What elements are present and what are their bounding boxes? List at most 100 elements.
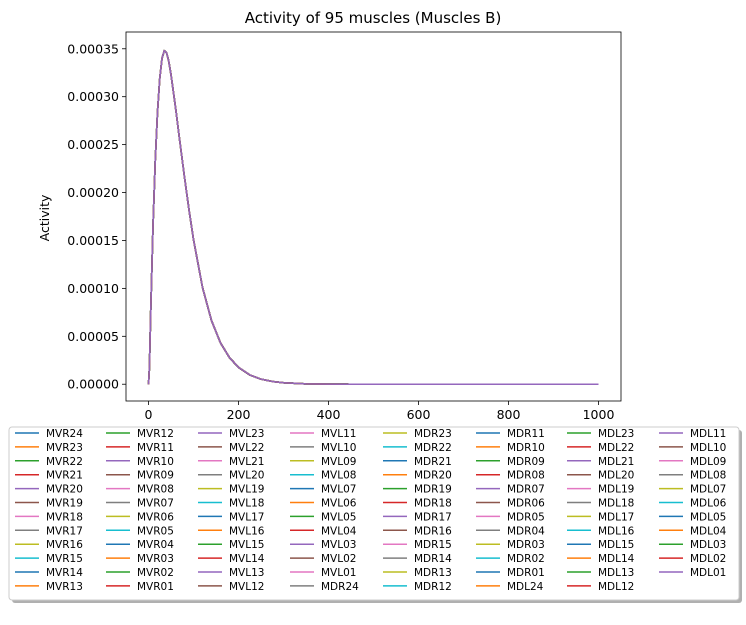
series-line-mvl04 <box>147 49 599 385</box>
legend-box <box>8 426 740 601</box>
y-tick-label: 0.00015 <box>67 233 119 248</box>
legend-label: MVR08 <box>137 484 174 496</box>
legend-label: MVL19 <box>229 484 264 496</box>
legend-label: MDL09 <box>690 456 726 468</box>
legend-label: MVR13 <box>46 581 83 593</box>
series-line-mdl15 <box>147 49 599 385</box>
legend-label: MDL06 <box>690 498 727 510</box>
legend-label: MVL04 <box>321 525 357 537</box>
series-line-mvl22 <box>147 49 599 385</box>
series-line-mvl05 <box>147 49 599 385</box>
legend-label: MDR05 <box>507 511 545 523</box>
series-line-mdl22 <box>147 49 599 385</box>
legend-label: MVL20 <box>229 470 264 482</box>
legend-label: MVL13 <box>229 567 264 579</box>
series-line-mdl18 <box>147 49 599 385</box>
legend-label: MVL09 <box>321 456 356 468</box>
series-line-mdr19 <box>147 49 599 385</box>
legend-label: MDR11 <box>507 428 545 440</box>
legend-label: MDR04 <box>507 525 545 537</box>
legend-label: MVR10 <box>137 456 174 468</box>
legend-label: MDR18 <box>414 498 452 510</box>
legend-label: MDL20 <box>598 470 634 482</box>
legend-label: MVR12 <box>137 428 174 440</box>
legend-label: MDL22 <box>598 442 634 454</box>
x-tick-label: 800 <box>497 407 521 422</box>
series-line-mvl11 <box>147 49 599 385</box>
plot-area <box>147 49 599 385</box>
series-line-mvl02 <box>147 49 599 385</box>
series-line-mdl08 <box>147 49 599 385</box>
series-line-mvl15 <box>147 49 599 385</box>
legend-label: MVL18 <box>229 498 264 510</box>
series-line-mvl13 <box>147 49 599 385</box>
series-line-mdr16 <box>147 49 599 385</box>
legend-label: MVR06 <box>137 511 174 523</box>
legend-label: MDL10 <box>690 442 726 454</box>
series-line-mdr24 <box>147 49 599 385</box>
axes: 0 200 400 600 800 1000 0.00000 0.00005 0.00010 0.… <box>67 31 622 422</box>
legend-label: MDL11 <box>690 428 726 440</box>
series-line-mvl16 <box>147 49 599 385</box>
series-line-mdl05 <box>147 49 599 385</box>
legend-label: MDR07 <box>507 484 545 496</box>
y-tick-label: 0.00030 <box>67 89 119 104</box>
series-line-mdl06 <box>147 49 599 385</box>
series-line-mdl20 <box>147 49 599 385</box>
series-line-mvl10 <box>147 49 599 385</box>
legend-label: MVR05 <box>137 525 174 537</box>
series-line-mdl14 <box>147 49 599 385</box>
legend-label: MVR22 <box>46 456 83 468</box>
legend-label: MVL03 <box>321 539 356 551</box>
legend-label: MDL04 <box>690 525 727 537</box>
series-line-mvr07 <box>147 49 599 385</box>
legend-label: MDL19 <box>598 484 634 496</box>
legend-label: MDL03 <box>690 539 726 551</box>
series-line-mvr04 <box>147 49 599 385</box>
legend-label: MVL07 <box>321 484 356 496</box>
series-line-mdl23 <box>147 49 599 385</box>
series-line-mvl19 <box>147 49 599 385</box>
legend-label: MVR19 <box>46 498 83 510</box>
series-line-mvl18 <box>147 49 599 385</box>
series-line-mvl01 <box>147 49 599 385</box>
legend-label: MVR23 <box>46 442 83 454</box>
series-line-mdr21 <box>147 49 599 385</box>
series-line-mdl17 <box>147 49 599 385</box>
series-line-mvl08 <box>147 49 599 385</box>
legend-label: MDR15 <box>414 539 452 551</box>
y-tick-label: 0.00000 <box>67 377 119 392</box>
series-line-mdr23 <box>147 49 599 385</box>
series-line-mdl16 <box>147 49 599 385</box>
legend-label: MVL14 <box>229 553 265 565</box>
series-line-mdl01 <box>147 49 599 385</box>
legend-label: MVR20 <box>46 484 83 496</box>
series-line-mdl10 <box>147 49 599 385</box>
series-line-mdl02 <box>147 49 599 385</box>
legend-label: MVL21 <box>229 456 264 468</box>
series-line-mdr15 <box>147 49 599 385</box>
series-line-mvl14 <box>147 49 599 385</box>
series-line-mvr06 <box>147 49 599 385</box>
legend-label: MDL23 <box>598 428 634 440</box>
legend-label: MDR03 <box>507 539 545 551</box>
legend-label: MVR24 <box>46 428 83 440</box>
series-line-mvr20 <box>147 49 599 385</box>
legend-label: MVL01 <box>321 567 356 579</box>
series-line-mdr10 <box>147 49 599 385</box>
legend-label: MDR13 <box>414 567 452 579</box>
legend-label: MVR18 <box>46 511 83 523</box>
series-line-mdl24 <box>147 49 599 385</box>
legend-label: MDL18 <box>598 498 634 510</box>
legend-label: MDR16 <box>414 525 452 537</box>
series-line-mvr16 <box>147 49 599 385</box>
legend-label: MDR21 <box>414 456 452 468</box>
series-line-mvl07 <box>147 49 599 385</box>
plot-frame <box>125 31 622 402</box>
series-line-mdr04 <box>147 49 599 385</box>
series-line-mdl21 <box>147 49 599 385</box>
legend-label: MDL17 <box>598 511 634 523</box>
y-tick-label: 0.00035 <box>67 41 119 56</box>
